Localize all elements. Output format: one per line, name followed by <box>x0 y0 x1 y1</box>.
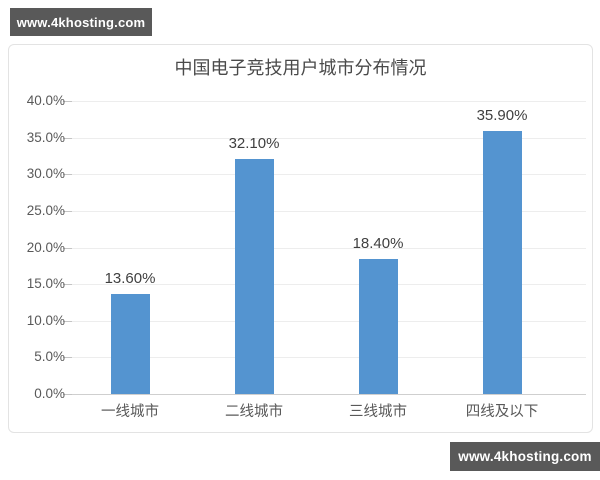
y-axis-label: 30.0% <box>26 166 65 182</box>
gridline <box>71 101 586 102</box>
chart-card: 中国电子竞技用户城市分布情况 40.0% 35.0% 30.0% 25.0% 20.0%… <box>8 44 593 433</box>
y-axis-label: 0.0% <box>34 386 65 401</box>
x-axis-label: 四线及以下 <box>465 404 539 420</box>
watermark-badge-bottom: www.4khosting.com <box>450 442 600 471</box>
y-axis-label: 10.0% <box>26 312 65 328</box>
bar <box>358 259 398 394</box>
y-axis-label: 40.0% <box>26 93 65 108</box>
gridline <box>71 357 586 359</box>
watermark-badge-top: www.4khosting.com <box>10 8 152 36</box>
bar <box>234 158 274 394</box>
gridline <box>71 174 586 176</box>
gridline <box>71 247 586 249</box>
x-axis-label: 二线城市 <box>225 404 283 420</box>
x-axis-label: 一线城市 <box>101 404 159 420</box>
y-axis-tick <box>63 357 72 359</box>
y-axis-tick <box>63 210 72 212</box>
y-axis-label: 20.0% <box>26 239 65 255</box>
gridline <box>71 284 586 286</box>
y-axis-tick <box>63 394 72 395</box>
y-axis-label: 5.0% <box>34 349 65 365</box>
y-axis-label: 35.0% <box>26 129 65 145</box>
bar-value-label: 32.10% <box>228 134 280 152</box>
gridline <box>71 137 586 139</box>
gridline <box>71 320 586 322</box>
x-axis-label: 三线城市 <box>349 404 407 420</box>
y-axis-tick <box>63 101 72 102</box>
y-axis-tick <box>63 137 72 139</box>
bar-value-label: 13.60% <box>104 270 156 288</box>
chart-title: 中国电子竞技用户城市分布情况 <box>174 58 427 78</box>
bar-value-label: 18.40% <box>352 235 404 253</box>
bar <box>110 294 150 394</box>
bar-value-label: 35.90% <box>476 107 528 125</box>
y-axis-tick <box>63 284 72 286</box>
gridline <box>71 210 586 212</box>
y-axis-label: 15.0% <box>26 276 65 292</box>
watermark-text: www.4khosting.com <box>16 14 146 30</box>
x-axis-line <box>71 394 586 395</box>
y-axis-label: 25.0% <box>26 202 65 218</box>
y-axis-tick <box>63 320 72 322</box>
y-axis-tick <box>63 247 72 249</box>
watermark-text: www.4khosting.com <box>458 449 592 464</box>
y-axis-tick <box>63 174 72 176</box>
bar <box>482 131 522 394</box>
